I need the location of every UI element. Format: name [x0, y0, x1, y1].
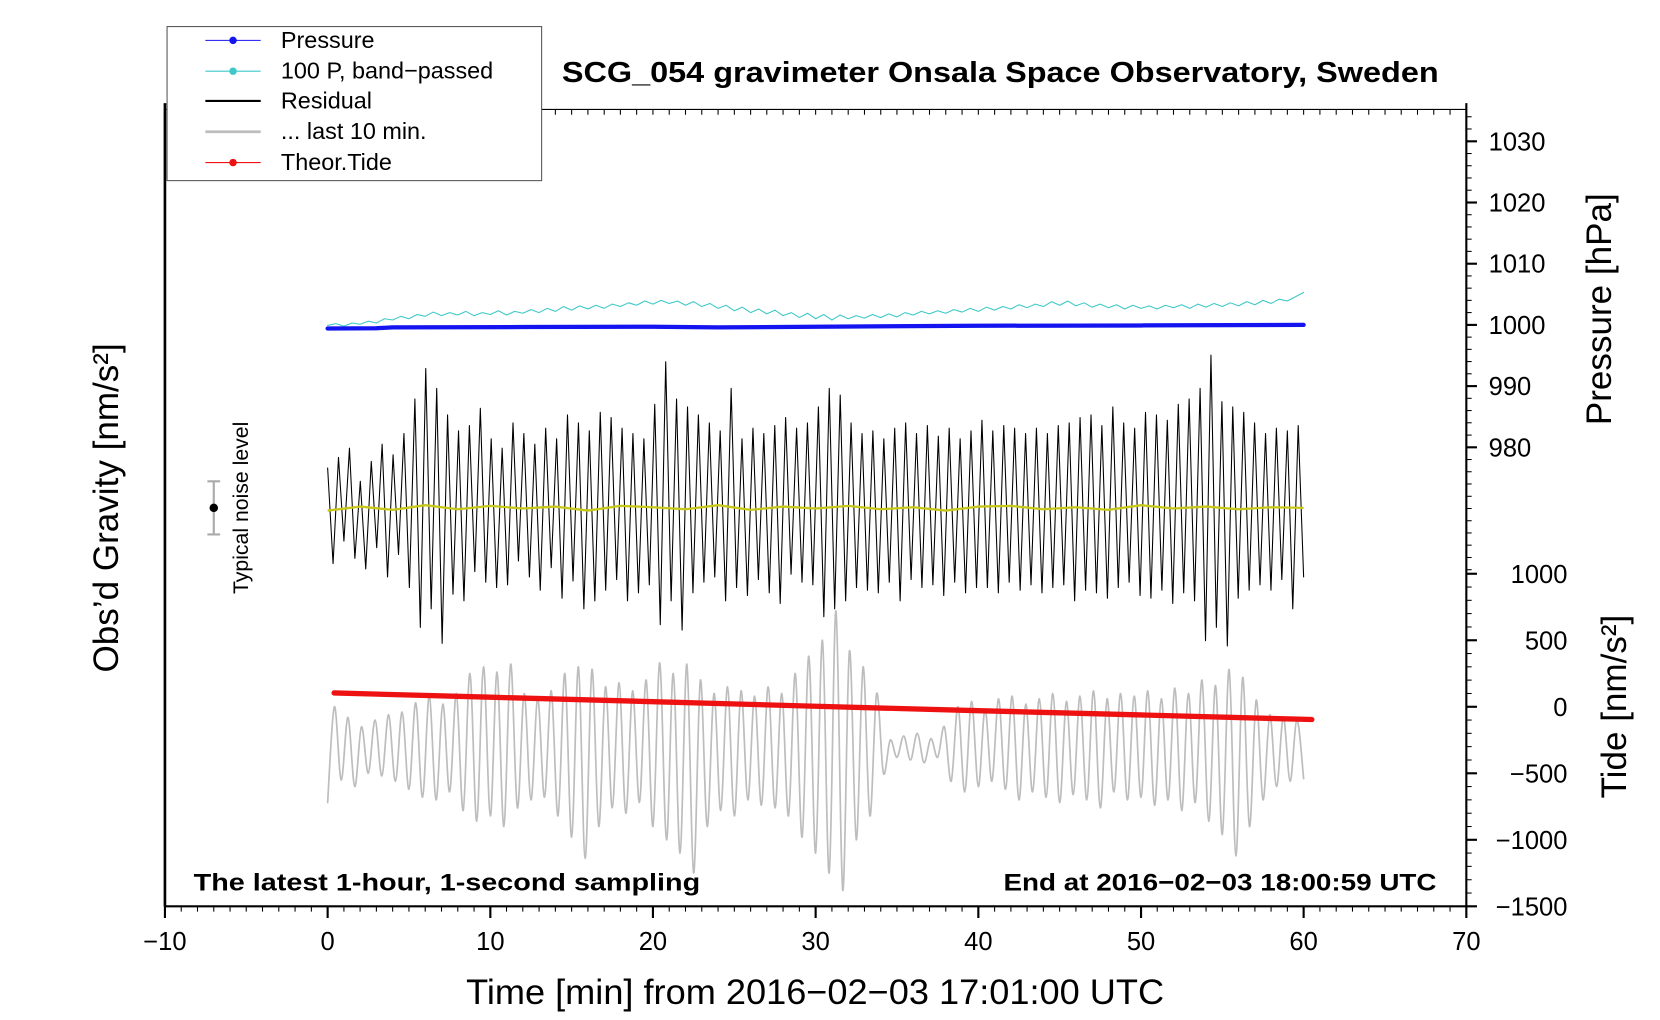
- legend-last-10-min-label: ... last 10 min.: [281, 118, 427, 144]
- legend-band-passed-marker: [229, 67, 237, 75]
- series-lines: [325, 291, 1315, 892]
- x-axis-label: Time [min] from 2016−02−03 17:01:00 UTC: [466, 973, 1164, 1012]
- chart-title: SCG_054 gravimeter Onsala Space Observat…: [562, 57, 1439, 89]
- legend-theor-tide-label: Theor.Tide: [281, 149, 392, 175]
- gravity-axis-label: Obs’d Gravity [nm/s²]: [87, 343, 126, 672]
- band-passed-pressure-line: [327, 291, 1305, 327]
- tide-tick-label: −1500: [1496, 893, 1568, 921]
- legend-entry-theor-tide: Theor.Tide: [205, 149, 392, 175]
- pressure-tick-label: 1000: [1489, 312, 1546, 340]
- x-tick-label: 70: [1452, 928, 1480, 956]
- smoothed-residual-line: [327, 504, 1304, 512]
- x-tick-label: −10: [143, 928, 186, 956]
- legend-box: [166, 26, 543, 182]
- x-tick-label: 0: [321, 928, 335, 956]
- x-tick-label: 60: [1289, 928, 1317, 956]
- legend-entry-residual: Residual: [205, 87, 372, 113]
- tide-tick-label: 1000: [1511, 561, 1568, 589]
- x-tick-label: 10: [476, 928, 504, 956]
- legend-pressure-label: Pressure: [281, 27, 375, 53]
- legend-entry-pressure: Pressure: [205, 27, 375, 53]
- end-time-note: End at 2016−02−03 18:00:59 UTC: [1003, 869, 1436, 896]
- noise-level-marker: [207, 480, 221, 536]
- pressure-axis-label: Pressure [hPa]: [1580, 193, 1619, 425]
- tide-tick-label: 0: [1553, 694, 1567, 722]
- theoretical-tide-line: [331, 690, 1315, 723]
- legend-pressure-marker: [229, 36, 237, 45]
- legend-residual-label: Residual: [281, 87, 372, 113]
- x-tick-label: 50: [1127, 928, 1155, 956]
- tide-tick-label: −500: [1510, 760, 1567, 788]
- tide-tick-label: −1000: [1496, 827, 1568, 855]
- legend-entry-last-10-min: ... last 10 min.: [205, 118, 427, 144]
- legend-theor-tide-marker: [229, 158, 237, 167]
- pressure-tick-label: 1030: [1489, 128, 1546, 156]
- pressure-tick-label: 990: [1489, 373, 1532, 401]
- pressure-line: [325, 322, 1306, 331]
- noise-level-dot: [209, 503, 219, 513]
- residual-line: [327, 354, 1305, 647]
- x-tick-label: 20: [639, 928, 667, 956]
- pressure-tick-label: 1020: [1489, 190, 1546, 218]
- pressure-tick-label: 1010: [1489, 251, 1546, 279]
- legend-entry-band-passed: 100 P, band−passed: [205, 58, 493, 84]
- x-tick-label: 40: [964, 928, 992, 956]
- sampling-note: The latest 1-hour, 1-second sampling: [194, 869, 701, 896]
- x-tick-label: 30: [801, 928, 829, 956]
- last-10-min-line: [326, 610, 1305, 892]
- legend: Pressure 100 P, band−passed Residual ...…: [166, 26, 543, 182]
- legend-band-passed-label: 100 P, band−passed: [281, 58, 493, 84]
- tide-axis-label: Tide [nm/s²]: [1595, 615, 1634, 799]
- pressure-tick-label: 980: [1489, 434, 1532, 462]
- tide-tick-label: 500: [1525, 627, 1568, 655]
- noise-level-label: Typical noise level: [229, 422, 253, 594]
